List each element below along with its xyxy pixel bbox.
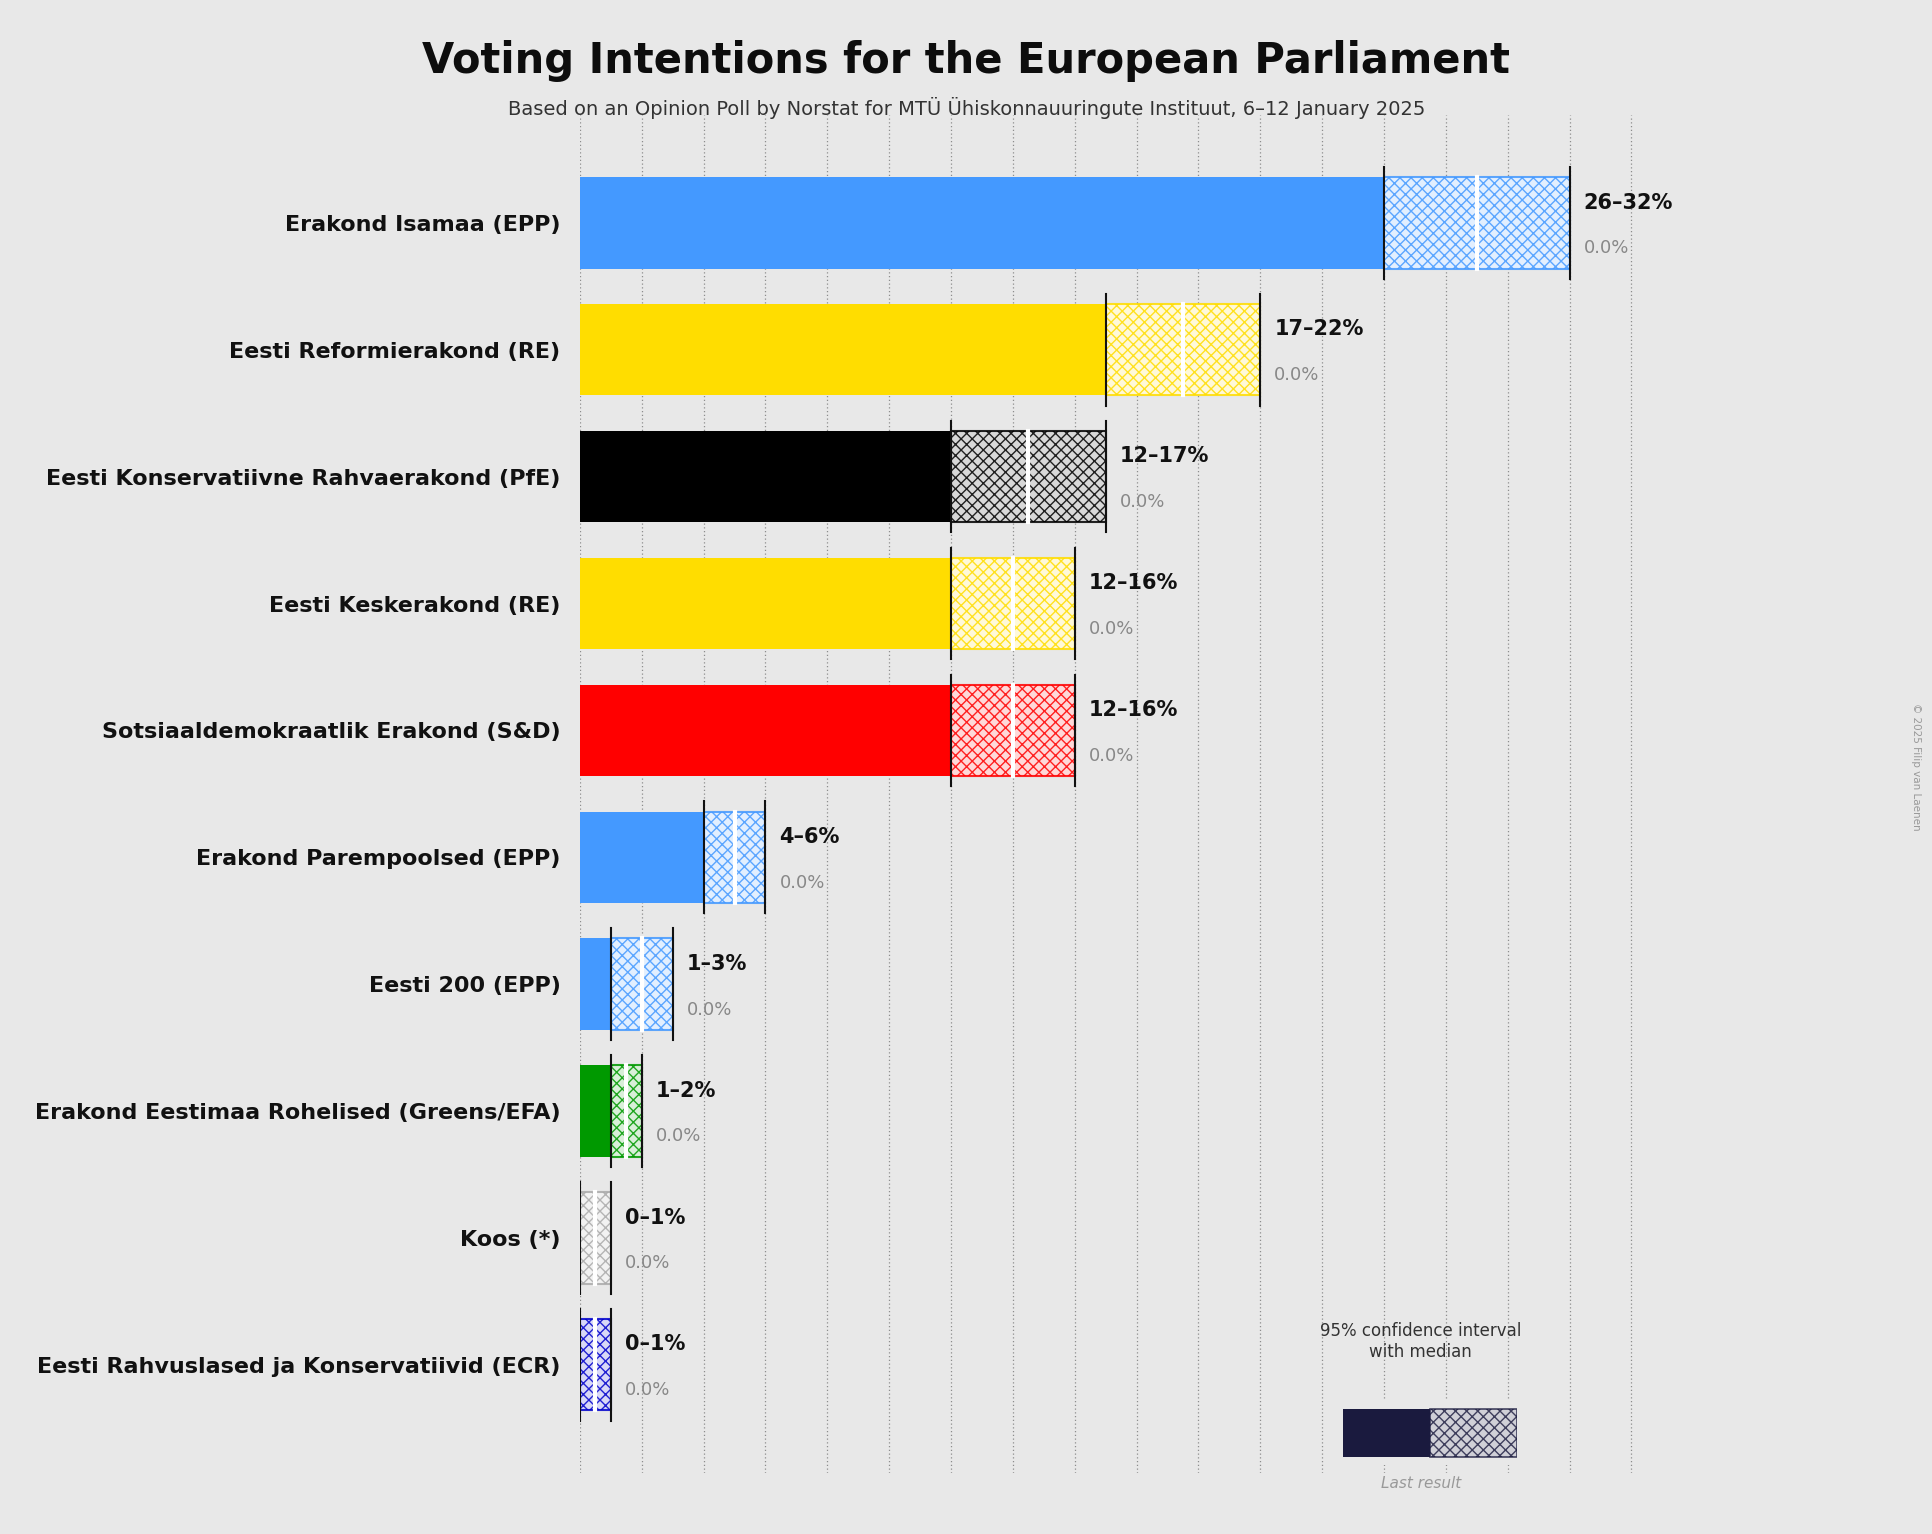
Bar [951, 558, 1074, 649]
Bar [611, 939, 672, 1029]
Bar [580, 558, 951, 649]
Bar [580, 178, 1383, 268]
Bar [580, 811, 703, 904]
Bar [951, 558, 1074, 649]
Text: 95% confidence interval
with median: 95% confidence interval with median [1320, 1322, 1520, 1361]
Bar [1105, 304, 1260, 396]
Text: 26–32%: 26–32% [1582, 193, 1671, 213]
Text: 4–6%: 4–6% [779, 827, 838, 847]
Bar [580, 939, 611, 1029]
Text: 12–16%: 12–16% [1088, 574, 1177, 594]
Text: 0–1%: 0–1% [624, 1335, 684, 1355]
Bar [580, 1319, 611, 1410]
Bar [611, 1065, 641, 1157]
Bar [951, 684, 1074, 776]
Text: 0.0%: 0.0% [1582, 239, 1629, 258]
Bar [580, 431, 951, 522]
Bar [951, 431, 1105, 522]
Text: 0.0%: 0.0% [624, 1381, 670, 1399]
Bar [951, 684, 1074, 776]
Text: Voting Intentions for the European Parliament: Voting Intentions for the European Parli… [423, 40, 1509, 81]
Bar [580, 304, 1105, 396]
Bar [580, 1065, 611, 1157]
Text: 0.0%: 0.0% [655, 1127, 701, 1146]
Text: 1–3%: 1–3% [686, 954, 746, 974]
Text: Based on an Opinion Poll by Norstat for MTÜ Ühiskonnauuringute Instituut, 6–12 J: Based on an Opinion Poll by Norstat for … [508, 97, 1424, 118]
Text: 12–17%: 12–17% [1119, 446, 1208, 466]
Text: 0.0%: 0.0% [624, 1255, 670, 1272]
Bar [703, 811, 765, 904]
Text: 0.0%: 0.0% [686, 1000, 732, 1019]
Bar [703, 811, 765, 904]
Bar [580, 1192, 611, 1284]
Bar [1383, 178, 1569, 268]
Text: 0–1%: 0–1% [624, 1207, 684, 1227]
Bar [1430, 1408, 1517, 1457]
Bar [951, 431, 1105, 522]
Bar [580, 684, 951, 776]
Text: 0.0%: 0.0% [1088, 620, 1134, 638]
Text: 0.0%: 0.0% [1273, 367, 1320, 384]
Text: 1–2%: 1–2% [655, 1081, 715, 1101]
Bar [1343, 1408, 1430, 1457]
Text: 0.0%: 0.0% [779, 874, 825, 891]
Bar [611, 939, 672, 1029]
Text: © 2025 Filip van Laenen: © 2025 Filip van Laenen [1911, 703, 1920, 831]
Text: 12–16%: 12–16% [1088, 700, 1177, 719]
Text: 0.0%: 0.0% [1088, 747, 1134, 765]
Bar [1105, 304, 1260, 396]
Bar [580, 1319, 611, 1410]
Bar [1430, 1408, 1517, 1457]
Bar [580, 1192, 611, 1284]
Text: 0.0%: 0.0% [1119, 492, 1165, 511]
Text: 17–22%: 17–22% [1273, 319, 1362, 339]
Text: Last result: Last result [1379, 1476, 1461, 1491]
Bar [1383, 178, 1569, 268]
Bar [611, 1065, 641, 1157]
